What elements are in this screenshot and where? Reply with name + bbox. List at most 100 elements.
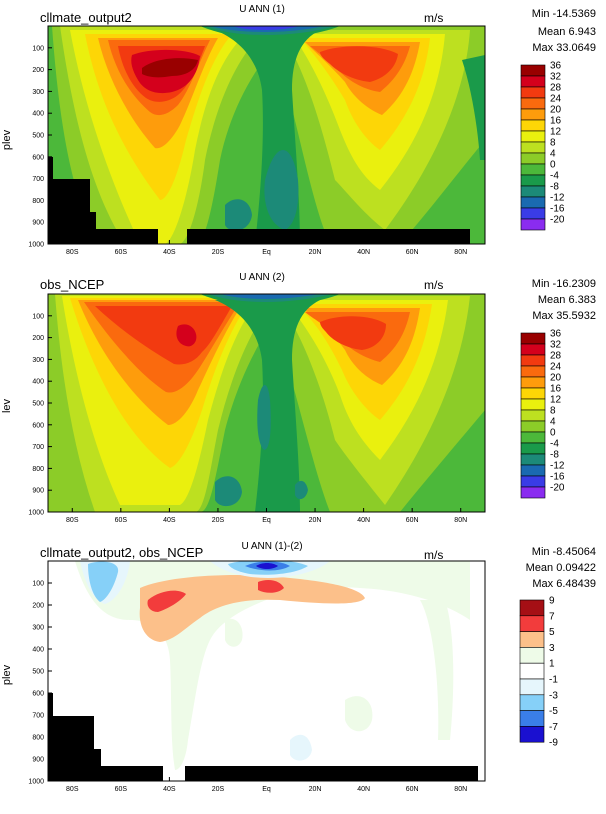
surface-mask [48,157,158,244]
y-tick-label: 700 [32,444,44,451]
colorbar-label: 12 [550,395,562,406]
y-tick-label: 200 [32,67,44,74]
y-axis-label: lev [1,398,13,413]
x-tick-label: 40N [357,249,370,256]
axes: 80S 60S 40S 20S Eq 20N 40N 60N 80N 100 200 300 400 50… [28,313,467,524]
y-tick-label: 800 [32,466,44,473]
x-tick-label: 60S [115,517,128,524]
colorbar-swatch [519,615,545,632]
colorbar-label: 0 [550,160,556,171]
y-tick-label: 700 [32,713,44,720]
axes: 80S 60S 40S 20S Eq 20N 40N 60N 80N 100 200 300 400 50… [28,581,467,794]
x-tick-label: 20N [309,517,322,524]
stat-max: Max 6.48439 [532,578,596,590]
x-tick-label: 20S [212,517,225,524]
colorbar-label: 1 [549,659,555,670]
x-tick-label: Eq [262,786,271,793]
colorbar-swatch [520,376,546,389]
x-tick-label: 80N [454,517,467,524]
colorbar-swatch [520,75,546,88]
colorbar-swatch [519,726,545,743]
y-tick-label: 400 [32,647,44,654]
colorbar-label: 0 [550,428,556,439]
colorbar-swatch [520,196,546,209]
colorbar-label: 7 [549,611,555,622]
colorbar-label: -8 [550,182,559,193]
y-tick-label: 600 [32,691,44,698]
colorbar-label: 24 [550,362,562,373]
x-tick-label: 20S [212,786,225,793]
stat-min: Min -8.45064 [532,546,596,558]
colorbar-label: 32 [550,340,562,351]
stat-max: Max 33.0649 [532,42,596,54]
panel-left-title: cllmate_output2 [40,10,132,25]
y-tick-label: 1000 [28,510,44,517]
y-tick-label: 500 [32,401,44,408]
y-tick-label: 800 [32,198,44,205]
colorbar-label: 16 [550,116,562,127]
colorbar-label: 4 [550,149,556,160]
colorbar-label: -16 [550,472,565,483]
units-label: m/s [424,11,443,25]
colorbar-label: -1 [549,675,558,686]
x-tick-label: Eq [262,517,271,524]
colorbar-label: 24 [550,94,562,105]
colorbar-label: 8 [550,406,556,417]
y-tick-label: 1000 [28,779,44,786]
y-tick-label: 600 [32,422,44,429]
colorbar-swatch [520,163,546,176]
x-tick-label: 80S [66,249,79,256]
x-tick-label: Eq [262,249,271,256]
colorbar-swatch [520,97,546,110]
colorbar-swatch [519,631,545,648]
colorbar-label: 20 [550,105,562,116]
colorbar-label: 3 [549,643,555,654]
colorbar-label: -4 [550,171,559,182]
x-tick-label: 40N [357,517,370,524]
y-tick-label: 700 [32,176,44,183]
colorbar-label: -8 [550,450,559,461]
stat-mean: Mean 0.09422 [526,562,596,574]
colorbar-swatch [520,475,546,488]
y-tick-label: 300 [32,89,44,96]
y-tick-label: 400 [32,379,44,386]
stat-mean: Mean 6.383 [538,294,596,306]
y-tick-label: 200 [32,603,44,610]
colorbar-swatch [520,420,546,433]
colorbar-label: 32 [550,72,562,83]
colorbar-swatch [520,365,546,378]
colorbar-label: 9 [549,596,555,607]
colorbar-swatch [520,130,546,143]
x-tick-label: 80S [66,517,79,524]
x-tick-label: 60N [406,786,419,793]
colorbar-swatch [520,108,546,121]
colorbar-swatch [520,185,546,198]
colorbar-label: -20 [550,483,565,494]
colorbar-swatch [520,398,546,411]
y-tick-label: 600 [32,154,44,161]
stat-mean: Mean 6.943 [538,26,596,38]
y-tick-label: 100 [32,45,44,52]
y-tick-label: 100 [32,581,44,588]
contour-field [48,294,485,512]
x-tick-label: 80N [454,786,467,793]
colorbar-swatch [520,464,546,477]
colorbar-swatch [520,431,546,444]
colorbar-label: 36 [550,329,562,340]
panel-model: cllmate_output2 U ANN (1) m/s Min -14.53… [1,4,596,256]
colorbar-label: -9 [549,738,558,749]
colorbar-swatch [520,332,546,345]
colorbar-label: 12 [550,127,562,138]
x-tick-label: 80S [66,786,79,793]
colorbar-label: -7 [549,722,558,733]
colorbar-swatch [519,694,545,711]
y-tick-label: 800 [32,735,44,742]
panel-obs: obs_NCEP U ANN (2) m/s Min -16.2309 Mean… [1,272,596,524]
y-tick-label: 300 [32,625,44,632]
y-tick-label: 1000 [28,242,44,249]
y-tick-label: 500 [32,133,44,140]
surface-mask [185,766,478,781]
colorbar-swatch [520,218,546,231]
x-tick-label: 80N [454,249,467,256]
